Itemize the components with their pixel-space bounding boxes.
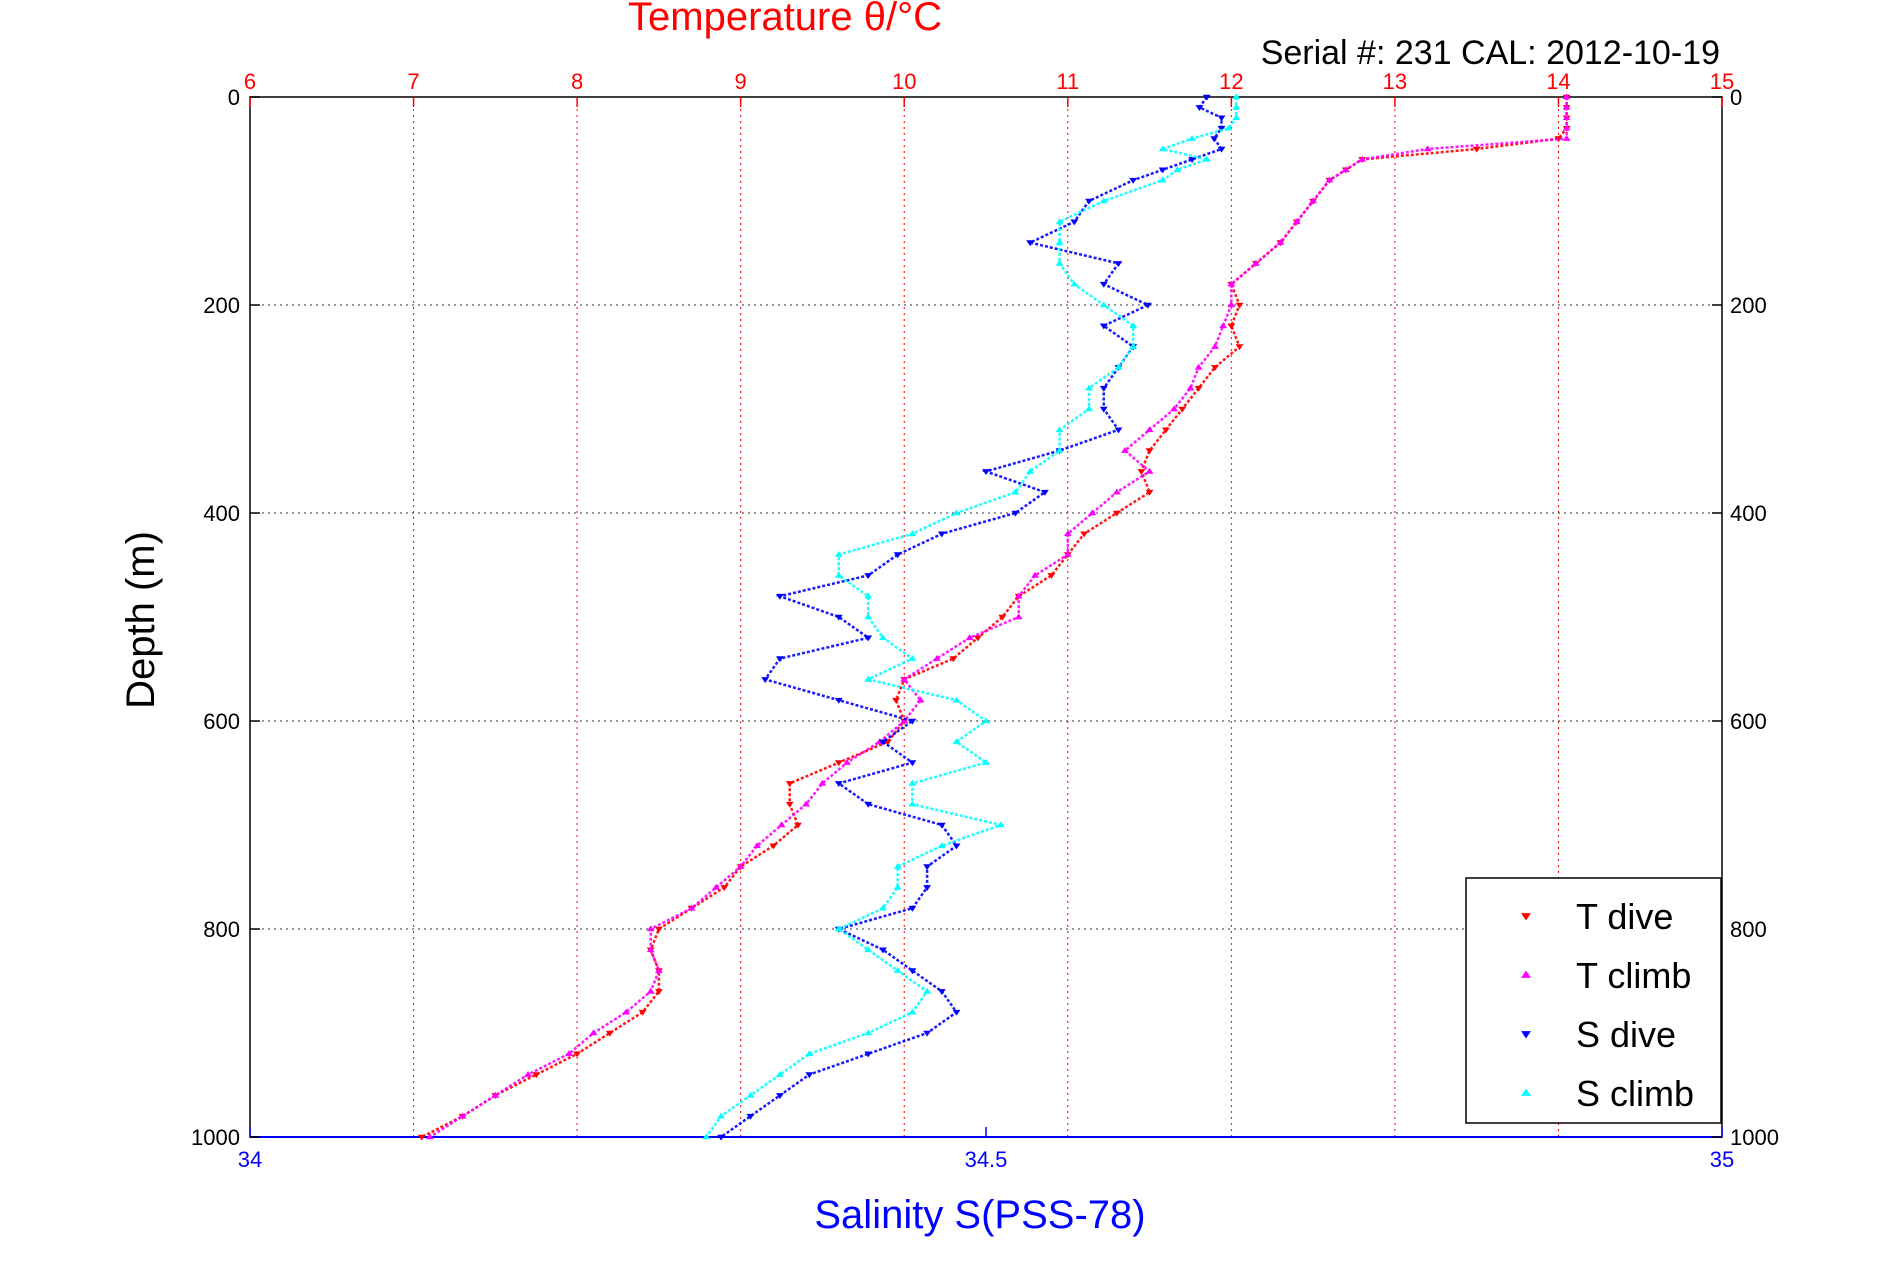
legend-marker — [1521, 913, 1531, 921]
bottom-tick-label: 34.5 — [965, 1147, 1008, 1172]
top-tick-label: 7 — [407, 69, 419, 94]
right-tick-label: 200 — [1730, 293, 1767, 318]
top-tick-label: 6 — [244, 69, 256, 94]
right-tick-label: 400 — [1730, 501, 1767, 526]
legend-label: S dive — [1576, 1014, 1676, 1055]
left-tick-label: 1000 — [191, 1125, 240, 1150]
data-point — [717, 1134, 725, 1141]
legend-label: T climb — [1576, 955, 1691, 996]
legend-box — [1465, 877, 1722, 1124]
right-tick-label: 0 — [1730, 85, 1742, 110]
bottom-tick-label: 35 — [1710, 1147, 1734, 1172]
top-tick-label: 14 — [1546, 69, 1570, 94]
y-axis-title: Depth (m) — [119, 531, 163, 709]
series-s-dive — [717, 94, 1226, 1141]
series-t-dive — [417, 94, 1571, 1141]
left-tick-label: 0 — [228, 85, 240, 110]
top-tick-label: 8 — [571, 69, 583, 94]
left-tick-label: 600 — [203, 709, 240, 734]
bottom-axis-title: Salinity S(PSS-78) — [814, 1193, 1145, 1237]
top-tick-label: 11 — [1056, 69, 1079, 94]
left-tick-label: 800 — [203, 917, 240, 942]
chart-subtitle: Serial #: 231 CAL: 2012-10-19 — [1261, 34, 1720, 72]
top-tick-label: 13 — [1383, 69, 1407, 94]
top-tick-label: 10 — [892, 69, 916, 94]
legend: T dive T climb S dive S climb — [1465, 877, 1722, 1124]
left-tick-label: 200 — [203, 293, 240, 318]
bottom-tick-label: 34 — [238, 1147, 262, 1172]
legend-label: T dive — [1576, 896, 1673, 937]
series-trace — [705, 97, 1238, 1138]
legend-marker — [1521, 970, 1531, 978]
legend-marker — [1521, 1031, 1531, 1039]
top-tick-label: 15 — [1710, 69, 1734, 94]
series-s-climb — [702, 93, 1241, 1140]
right-tick-label: 1000 — [1730, 1125, 1779, 1150]
series-trace — [720, 96, 1224, 1139]
axis-ticks: 6 7 8 9 10 11 12 13 14 15 34 34.5 35 0 0 200 200 400 400 60… — [191, 69, 1779, 1172]
top-axis-title: Temperature θ/°C — [628, 0, 942, 39]
series-t-climb — [425, 93, 1571, 1140]
right-tick-label: 800 — [1730, 917, 1767, 942]
right-tick-label: 600 — [1730, 709, 1767, 734]
legend-label: S climb — [1576, 1073, 1694, 1114]
top-tick-label: 9 — [735, 69, 747, 94]
legend-marker — [1521, 1088, 1531, 1096]
data-series — [417, 93, 1571, 1141]
left-tick-label: 400 — [203, 501, 240, 526]
series-trace — [429, 97, 1568, 1139]
top-tick-label: 12 — [1219, 69, 1243, 94]
